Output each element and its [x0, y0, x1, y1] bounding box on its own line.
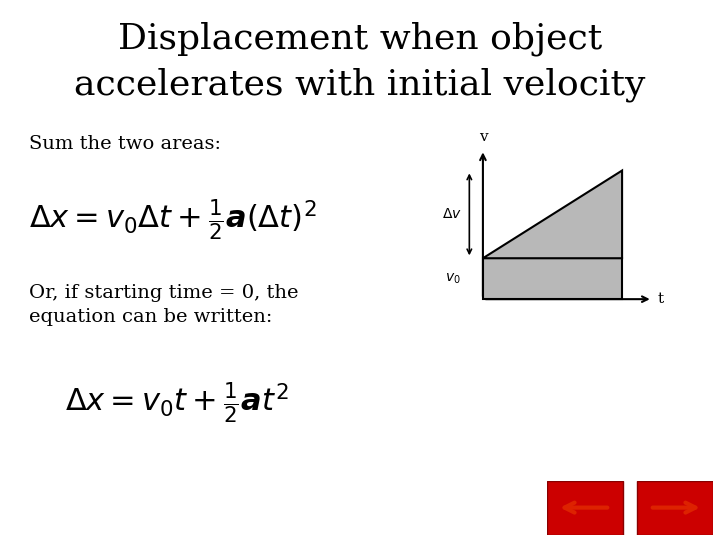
Text: $\Delta v$: $\Delta v$	[442, 207, 462, 221]
Text: $\Delta x = v_0\Delta t + \frac{1}{2}\boldsymbol{a}(\Delta t)^2$: $\Delta x = v_0\Delta t + \frac{1}{2}\bo…	[29, 197, 316, 242]
Text: v: v	[479, 130, 487, 144]
Polygon shape	[483, 258, 622, 299]
Text: t: t	[657, 292, 664, 306]
Text: $v_0$: $v_0$	[444, 272, 460, 286]
Text: Or, if starting time = 0, the
equation can be written:: Or, if starting time = 0, the equation c…	[29, 284, 298, 327]
Text: Displacement when object: Displacement when object	[118, 22, 602, 56]
Bar	[547, 481, 624, 535]
Text: Sum the two areas:: Sum the two areas:	[29, 135, 221, 153]
Text: accelerates with initial velocity: accelerates with initial velocity	[74, 68, 646, 102]
Polygon shape	[483, 171, 622, 258]
Bar	[636, 481, 713, 535]
Text: $\Delta x = v_0 t + \frac{1}{2}\boldsymbol{a}t^2$: $\Delta x = v_0 t + \frac{1}{2}\boldsymb…	[65, 381, 289, 426]
